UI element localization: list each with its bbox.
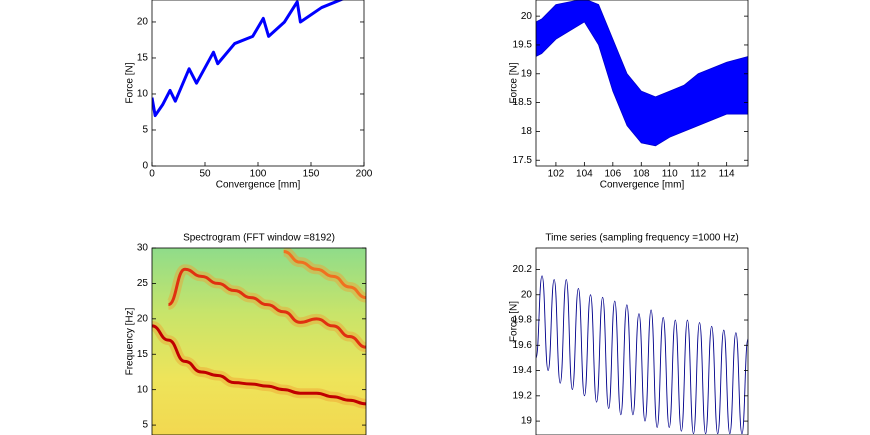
plot-content <box>152 248 366 409</box>
y-tick-label: 20 <box>137 313 149 324</box>
plot-area <box>536 248 748 435</box>
y-tick-label: 19.6 <box>513 340 533 351</box>
y-tick-label: 18.5 <box>513 97 533 108</box>
data-line <box>152 0 345 118</box>
y-tick-label: 10 <box>137 384 149 395</box>
y-tick-label: 30 <box>137 243 149 254</box>
x-tick-label: 100 <box>250 169 267 180</box>
axes-box <box>535 247 749 435</box>
y-tick-label: 19.8 <box>513 315 533 326</box>
y-axis-label: Force [N] <box>509 301 520 342</box>
y-axis-label: Force [N] <box>509 62 520 103</box>
x-tick-label: 110 <box>662 169 678 180</box>
y-tick-label: 19.5 <box>513 40 533 51</box>
y-axis-label: Frequency [Hz] <box>125 307 136 375</box>
subplot: 17.5 18 18.5 19 19.5 20 102 104 106 108 110 112 114 C… <box>509 0 749 191</box>
y-tick-label: 19.2 <box>513 390 533 401</box>
y-tick-label: 5 <box>142 420 148 431</box>
y-tick-label: 20.2 <box>513 264 533 275</box>
x-tick-label: 50 <box>199 169 211 180</box>
x-tick-label: 108 <box>633 169 650 180</box>
axes-box <box>535 0 749 167</box>
subplot: 19 19.2 19.4 19.6 19.8 20 20.2 Time series (sam… <box>509 233 749 435</box>
plot-content <box>536 0 748 147</box>
y-tick-label: 17.5 <box>513 155 533 166</box>
ridge <box>167 267 366 349</box>
y-axis-label: Force [N] <box>125 62 136 103</box>
y-tick-label: 25 <box>137 278 149 289</box>
subplot-title: Time series (sampling frequency =1000 Hz… <box>545 233 738 244</box>
x-tick-label: 104 <box>576 169 593 180</box>
x-axis-label: Convergence [mm] <box>216 180 301 191</box>
x-tick-label: 0 <box>149 169 155 180</box>
ridge <box>152 324 366 406</box>
y-tick-label: 15 <box>137 53 149 64</box>
y-tick-label: 20 <box>521 11 533 22</box>
y-tick-label: 19.4 <box>513 365 533 376</box>
plot-content <box>152 0 345 118</box>
plot-area <box>152 248 366 435</box>
y-tick-label: 20 <box>137 17 149 28</box>
ridge <box>283 250 366 300</box>
y-tick-label: 19 <box>521 68 533 79</box>
x-tick-label: 112 <box>690 169 706 180</box>
x-tick-label: 150 <box>303 169 320 180</box>
y-tick-label: 5 <box>142 125 148 136</box>
x-tick-label: 102 <box>548 169 565 180</box>
y-tick-label: 19 <box>521 416 533 427</box>
axes-box <box>151 247 367 435</box>
y-tick-label: 10 <box>137 89 149 100</box>
y-tick-label: 20 <box>521 289 533 300</box>
y-tick-label: 0 <box>142 161 148 172</box>
x-tick-label: 200 <box>356 169 373 180</box>
subplot: 5 10 15 20 25 30 Spectrogram (FFT window =8192… <box>125 233 367 435</box>
x-tick-label: 106 <box>604 169 621 180</box>
plot-content <box>536 275 748 435</box>
subplot-title: Spectrogram (FFT window =8192) <box>183 233 335 244</box>
y-tick-label: 18 <box>521 126 533 137</box>
x-tick-label: 114 <box>719 169 735 180</box>
signal-band <box>536 0 748 147</box>
y-tick-label: 15 <box>137 349 149 360</box>
data-line <box>536 275 748 435</box>
x-axis-label: Convergence [mm] <box>600 180 685 191</box>
